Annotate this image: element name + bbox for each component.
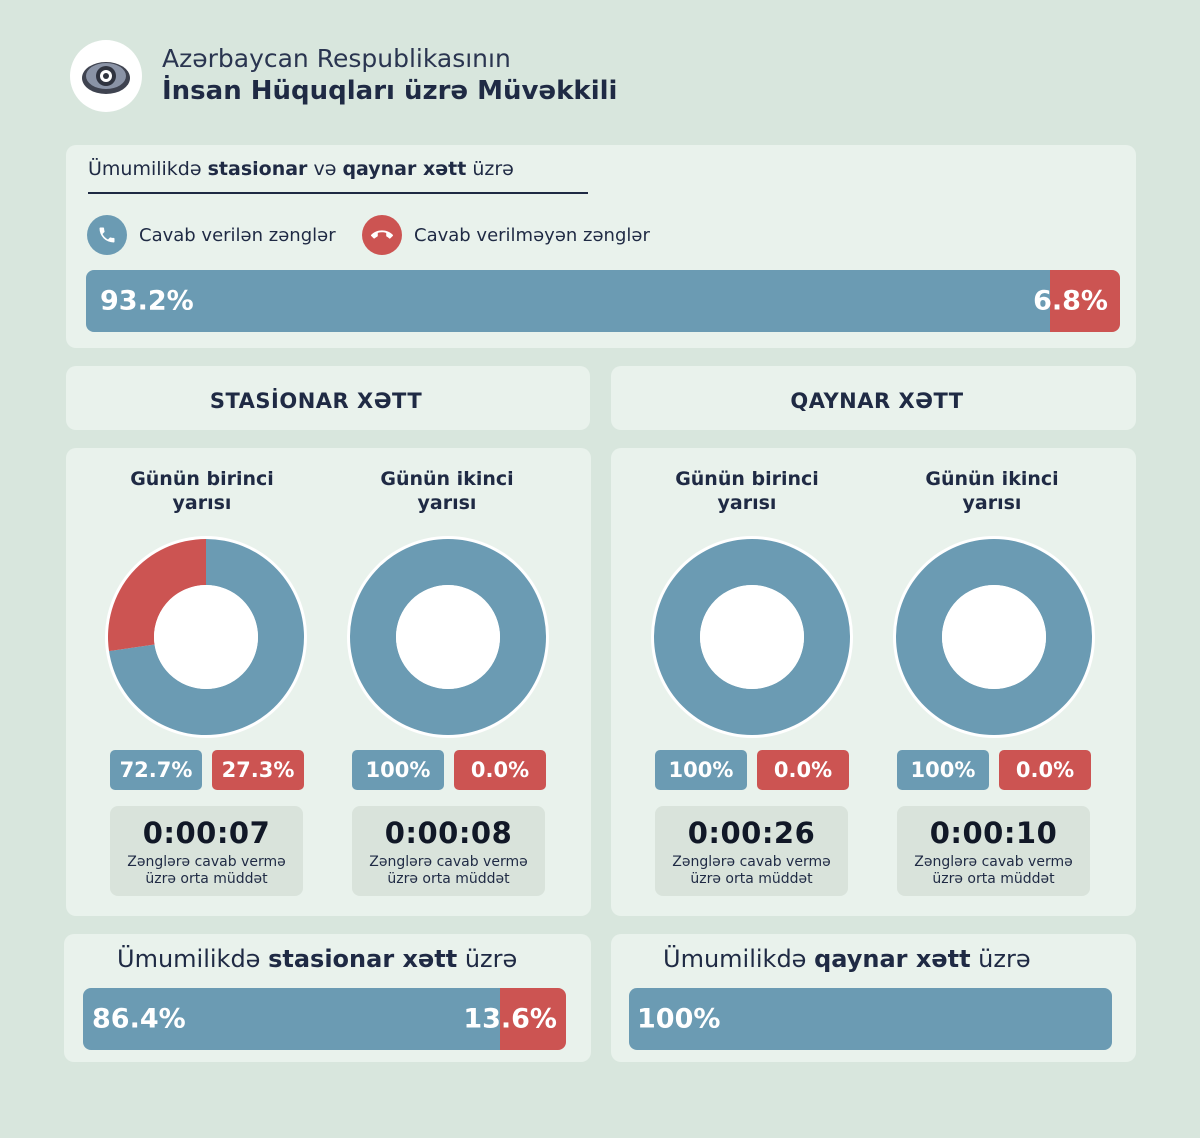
hotline-total-title-pre: Ümumilikdə	[663, 945, 815, 973]
donut-hole	[396, 585, 500, 689]
avg-answer-caption-line1: Zənglərə cavab vermə	[369, 854, 528, 870]
avg-answer-time: 0:00:10	[929, 816, 1058, 850]
donut-hole	[942, 585, 1046, 689]
overall-stacked-bar: 93.2% 6.8%	[86, 270, 1120, 332]
org-name-line1: Azərbaycan Respublikasının	[162, 44, 511, 73]
overall-title-bold1: stasionar	[207, 158, 308, 180]
unanswered-percent-badge: 0.0%	[454, 750, 546, 790]
donut-title-line2: yarısı	[962, 492, 1022, 514]
donut-unanswered-slice	[108, 539, 206, 652]
donut-answered-slice	[350, 539, 546, 735]
avg-answer-time: 0:00:08	[384, 816, 513, 850]
donut-title: Günün ikinci yarısı	[347, 467, 547, 515]
avg-answer-time-box: 0:00:26 Zənglərə cavab vermə üzrə orta m…	[655, 806, 848, 896]
avg-answer-caption: Zənglərə cavab vermə üzrə orta müddət	[655, 854, 848, 888]
overall-title-post: üzrə	[466, 158, 514, 180]
avg-answer-caption-line2: üzrə orta müddət	[690, 871, 813, 887]
legend-answered: Cavab verilən zənglər	[87, 215, 336, 255]
overall-title-mid: və	[307, 158, 343, 180]
stationary-total-title-pre: Ümumilikdə	[117, 945, 269, 973]
donut-title-line1: Günün ikinci	[925, 468, 1059, 490]
stationary-total-title-post: üzrə	[457, 945, 518, 973]
avg-answer-caption-line2: üzrə orta müddət	[387, 871, 510, 887]
avg-answer-time-box: 0:00:08 Zənglərə cavab vermə üzrə orta m…	[352, 806, 545, 896]
legend-unanswered-label: Cavab verilməyən zənglər	[414, 224, 650, 246]
overall-answered-segment: 93.2%	[86, 270, 1050, 332]
avg-answer-caption-line1: Zənglərə cavab vermə	[672, 854, 831, 870]
avg-answer-caption-line2: üzrə orta müddət	[932, 871, 1055, 887]
hotline-answered-label: 100%	[637, 1003, 721, 1035]
donut-chart	[347, 536, 549, 738]
stationary-stacked-bar: 86.4% 13.6%	[83, 988, 566, 1050]
answered-percent-badge: 100%	[655, 750, 747, 790]
avg-answer-time-box: 0:00:07 Zənglərə cavab vermə üzrə orta m…	[110, 806, 303, 896]
hotline-total-title-post: üzrə	[970, 945, 1031, 973]
hotline-total-title-bold: qaynar xətt	[814, 945, 971, 973]
overall-unanswered-segment: 6.8%	[1033, 270, 1120, 332]
overall-title-pre: Ümumilikdə	[88, 158, 208, 180]
donut-answered-slice	[896, 539, 1092, 735]
donut-title-line1: Günün birinci	[675, 468, 819, 490]
unanswered-percent-badge: 0.0%	[999, 750, 1091, 790]
unanswered-percent-badge: 27.3%	[212, 750, 304, 790]
donut-answered-slice	[654, 539, 850, 735]
avg-answer-time-box: 0:00:10 Zənglərə cavab vermə üzrə orta m…	[897, 806, 1090, 896]
org-name-line2: İnsan Hüquqları üzrə Müvəkkili	[162, 76, 618, 106]
donut-title-line1: Günün birinci	[130, 468, 274, 490]
stationary-header-panel	[66, 366, 590, 430]
stationary-unanswered-segment: 13.6%	[463, 988, 566, 1050]
donut-title: Günün birinci yarısı	[647, 467, 847, 515]
avg-answer-caption: Zənglərə cavab vermə üzrə orta müddət	[110, 854, 303, 888]
donut-hole	[154, 585, 258, 689]
stationary-total-title-bold: stasionar xətt	[268, 945, 458, 973]
answered-percent-badge: 100%	[352, 750, 444, 790]
avg-answer-caption: Zənglərə cavab vermə üzrə orta müddət	[897, 854, 1090, 888]
phone-answer-icon	[87, 215, 127, 255]
stationary-unanswered-label: 13.6%	[463, 1003, 557, 1035]
donut-chart	[893, 536, 1095, 738]
avg-answer-caption-line1: Zənglərə cavab vermə	[127, 854, 286, 870]
avg-answer-time: 0:00:07	[142, 816, 271, 850]
stationary-section-title: STASİONAR XƏTT	[209, 389, 423, 413]
eye-emblem-icon	[82, 62, 130, 94]
legend-unanswered: Cavab verilməyən zənglər	[362, 215, 650, 255]
overall-unanswered-label: 6.8%	[1033, 285, 1108, 317]
header: Azərbaycan Respublikasının İnsan Hüquqla…	[70, 40, 670, 112]
overall-title: Ümumilikdə stasionar və qaynar xətt üzrə	[88, 158, 514, 180]
stationary-answered-segment: 86.4%	[83, 988, 501, 1050]
avg-answer-caption-line1: Zənglərə cavab vermə	[914, 854, 1073, 870]
answered-percent-badge: 100%	[897, 750, 989, 790]
overall-title-underline	[88, 192, 588, 194]
ombudsman-logo	[70, 40, 142, 112]
answered-percent-badge: 72.7%	[110, 750, 202, 790]
donut-title: Günün ikinci yarısı	[892, 467, 1092, 515]
unanswered-percent-badge: 0.0%	[757, 750, 849, 790]
hotline-header-panel	[611, 366, 1136, 430]
donut-answered-slice	[109, 539, 304, 735]
donut-title-line1: Günün ikinci	[380, 468, 514, 490]
overall-title-bold2: qaynar xətt	[342, 158, 467, 180]
stationary-total-title: Ümumilikdə stasionar xətt üzrə	[117, 945, 517, 973]
donut-title: Günün birinci yarısı	[102, 467, 302, 515]
avg-answer-caption: Zənglərə cavab vermə üzrə orta müddət	[352, 854, 545, 888]
hotline-answered-segment: 100%	[629, 988, 1112, 1050]
donut-title-line2: yarısı	[417, 492, 477, 514]
donut-title-line2: yarısı	[172, 492, 232, 514]
hotline-section-title: QAYNAR XƏTT	[790, 389, 964, 413]
stationary-answered-label: 86.4%	[92, 1003, 186, 1035]
phone-hangup-icon	[362, 215, 402, 255]
avg-answer-caption-line2: üzrə orta müddət	[145, 871, 268, 887]
avg-answer-time: 0:00:26	[687, 816, 816, 850]
donut-title-line2: yarısı	[717, 492, 777, 514]
donut-chart	[651, 536, 853, 738]
donut-chart	[105, 536, 307, 738]
donut-hole	[700, 585, 804, 689]
overall-answered-label: 93.2%	[100, 285, 194, 317]
hotline-total-title: Ümumilikdə qaynar xətt üzrə	[663, 945, 1031, 973]
hotline-stacked-bar: 100%	[629, 988, 1112, 1050]
legend-answered-label: Cavab verilən zənglər	[139, 224, 336, 246]
